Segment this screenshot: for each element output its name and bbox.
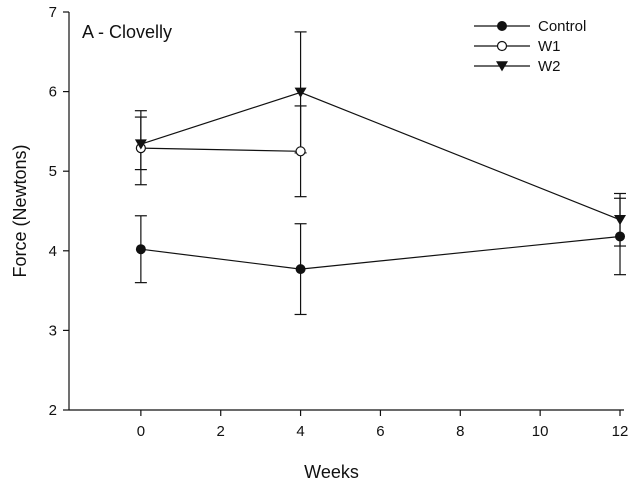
y-tick-label: 6 <box>49 84 57 101</box>
data-point-w2 <box>134 139 147 150</box>
x-axis-label: Weeks <box>304 462 359 482</box>
legend: Control W1 W2 <box>474 18 586 75</box>
y-tick-label: 2 <box>49 402 57 419</box>
data-point-w2 <box>614 214 627 226</box>
legend-marker-control <box>497 21 507 31</box>
y-tick-label: 5 <box>49 163 57 180</box>
y-tick-label: 3 <box>49 322 57 339</box>
panel-label: A - Clovelly <box>82 22 172 42</box>
legend-label-control: Control <box>538 18 586 35</box>
data-point-control <box>135 244 146 255</box>
series-line-w1 <box>140 147 301 152</box>
x-tick-label: 0 <box>137 423 145 440</box>
legend-marker-w2 <box>496 61 508 72</box>
data-point-control <box>295 264 306 275</box>
y-tick-label: 7 <box>49 4 57 21</box>
y-axis-label: Force (Newtons) <box>10 144 30 277</box>
x-tick-label: 12 <box>612 423 629 440</box>
legend-label-w2: W2 <box>538 58 561 75</box>
data-point-w2 <box>294 87 307 98</box>
series-markers <box>134 87 627 275</box>
legend-label-w1: W1 <box>538 38 561 55</box>
y-tick-label: 4 <box>49 243 57 260</box>
x-tick-label: 10 <box>532 423 549 440</box>
x-tick-label: 6 <box>376 423 384 440</box>
axes: 0 2 4 6 8 10 12 2 3 4 5 6 7 <box>49 4 629 440</box>
legend-marker-w1 <box>496 40 508 52</box>
x-tick-label: 4 <box>296 423 304 440</box>
series-line-control <box>140 235 621 270</box>
error-bars <box>134 31 627 316</box>
series-line-w2 <box>140 91 621 221</box>
series-lines <box>140 91 621 270</box>
x-tick-label: 8 <box>456 423 464 440</box>
x-tick-label: 2 <box>217 423 225 440</box>
data-point-w1 <box>295 146 306 157</box>
data-point-control <box>615 231 626 242</box>
